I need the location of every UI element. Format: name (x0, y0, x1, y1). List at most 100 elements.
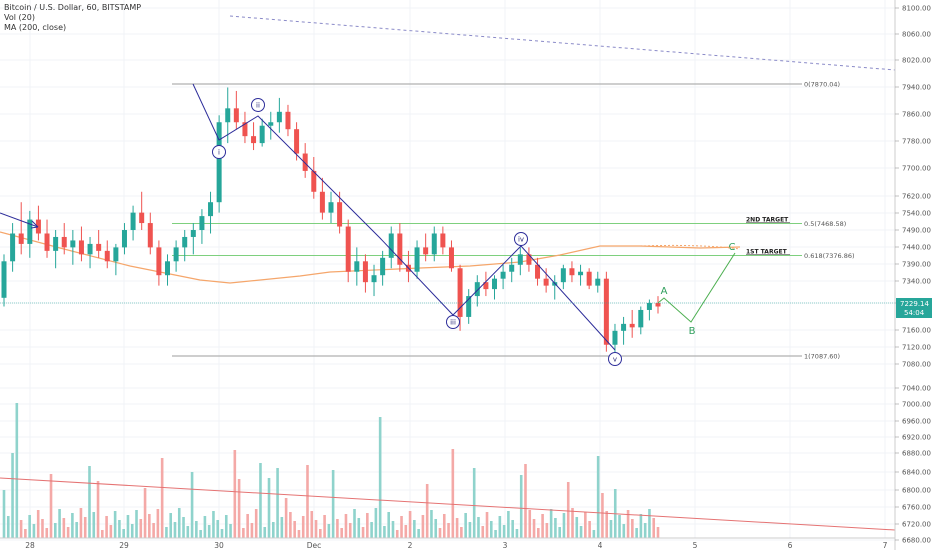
candle-body (328, 202, 334, 213)
y-tick-label: 7120.00 (902, 344, 931, 352)
volume-bar (494, 530, 497, 538)
volume-bar (639, 514, 643, 538)
y-tick-label: 7700.00 (902, 165, 931, 173)
y-tick-label: 7780.00 (902, 138, 931, 146)
volume-bar (233, 450, 237, 538)
volume-bar (310, 511, 314, 538)
volume-bar (135, 510, 138, 538)
wave-label-circle (608, 352, 622, 366)
volume-bar (430, 510, 433, 538)
candle-body (242, 122, 248, 137)
volume-bar (280, 517, 284, 538)
candle-body (345, 226, 351, 272)
volume-bar (648, 509, 651, 538)
volume-bar (36, 510, 40, 538)
volume-bar (130, 524, 134, 538)
candle-body (337, 202, 343, 227)
y-tick-label: 7390.00 (902, 261, 931, 269)
grid (0, 0, 895, 541)
y-tick-label: 6960.00 (902, 418, 931, 426)
volume-bar (532, 519, 536, 538)
volume-bar (353, 509, 356, 538)
volume-bar (327, 524, 331, 538)
candle-body (276, 111, 282, 123)
volume-bar (319, 529, 322, 538)
candle-body (190, 230, 196, 237)
candle-body (414, 247, 420, 272)
candle-body (543, 278, 549, 286)
price-tag-countdown: 54:04 (904, 309, 925, 317)
candle-body (362, 261, 368, 283)
volume-bar (271, 522, 275, 538)
wave-path (192, 83, 616, 351)
volume-bar (207, 525, 211, 538)
volume-bar (489, 521, 493, 538)
top-trend-line (229, 15, 896, 71)
volume-bar (259, 463, 262, 538)
candle-body (10, 233, 16, 262)
volume-bar (519, 475, 523, 538)
volume-bar (66, 527, 70, 538)
volume-bar (250, 523, 254, 538)
ma-200-line (0, 231, 741, 284)
volume-bar (477, 517, 480, 538)
candle-body (1, 261, 7, 298)
volume-bar (83, 517, 87, 538)
volume-bar (566, 482, 570, 538)
volume-bar (455, 518, 459, 538)
candle-body (448, 247, 454, 269)
candle-body (96, 243, 102, 251)
candle-body (44, 233, 50, 251)
y-tick-label: 7040.00 (902, 385, 931, 393)
volume-bar (79, 508, 83, 538)
volume-bar (96, 481, 100, 538)
candle-body (156, 247, 162, 276)
volume-bar (507, 511, 510, 538)
volume-bar (109, 525, 113, 538)
candle-body (173, 247, 179, 262)
candle-body (509, 264, 515, 272)
fib-level-label: 0(7870.04) (804, 80, 840, 88)
candle-body (53, 236, 59, 251)
volume-bar (348, 523, 352, 538)
volume-bar (395, 530, 399, 538)
volume-bar (293, 521, 296, 538)
volume-bar (156, 509, 160, 538)
volume-bar (182, 517, 185, 538)
volume-bar (92, 512, 96, 538)
volume-bar (199, 530, 202, 538)
volume-bar (41, 519, 44, 538)
y-tick-label: 6840.00 (902, 469, 931, 477)
volume-bar (524, 464, 527, 538)
volume-bar (75, 522, 78, 538)
volume-bar (404, 525, 408, 538)
volume-bar (408, 511, 412, 538)
volume-bar (592, 530, 596, 538)
volume-bar (254, 509, 258, 538)
candle-body (139, 212, 145, 224)
candle-body (500, 271, 506, 279)
y-tick-label: 7860.00 (902, 111, 931, 119)
volume-bar (19, 520, 23, 538)
candle-body (216, 122, 222, 203)
volume-trend-line (0, 477, 896, 531)
volume-bar (438, 528, 442, 538)
volume-bar (11, 453, 14, 538)
volume-bar (344, 514, 348, 538)
x-tick-label: 6 (788, 541, 793, 550)
volume-bar (447, 523, 450, 538)
volume-bar (297, 530, 301, 538)
price-tag-box (896, 298, 932, 318)
y-tick-label: 6920.00 (902, 434, 931, 442)
volume-bar (32, 524, 36, 538)
volume-bar (485, 512, 489, 538)
volume-bar (122, 529, 125, 538)
volume-bar (378, 417, 382, 538)
volume-bar (421, 515, 425, 538)
y-tick-label: 6800.00 (902, 487, 931, 495)
volume-bar (224, 515, 228, 538)
volume-bar (212, 511, 215, 538)
volume-bar (631, 519, 634, 538)
